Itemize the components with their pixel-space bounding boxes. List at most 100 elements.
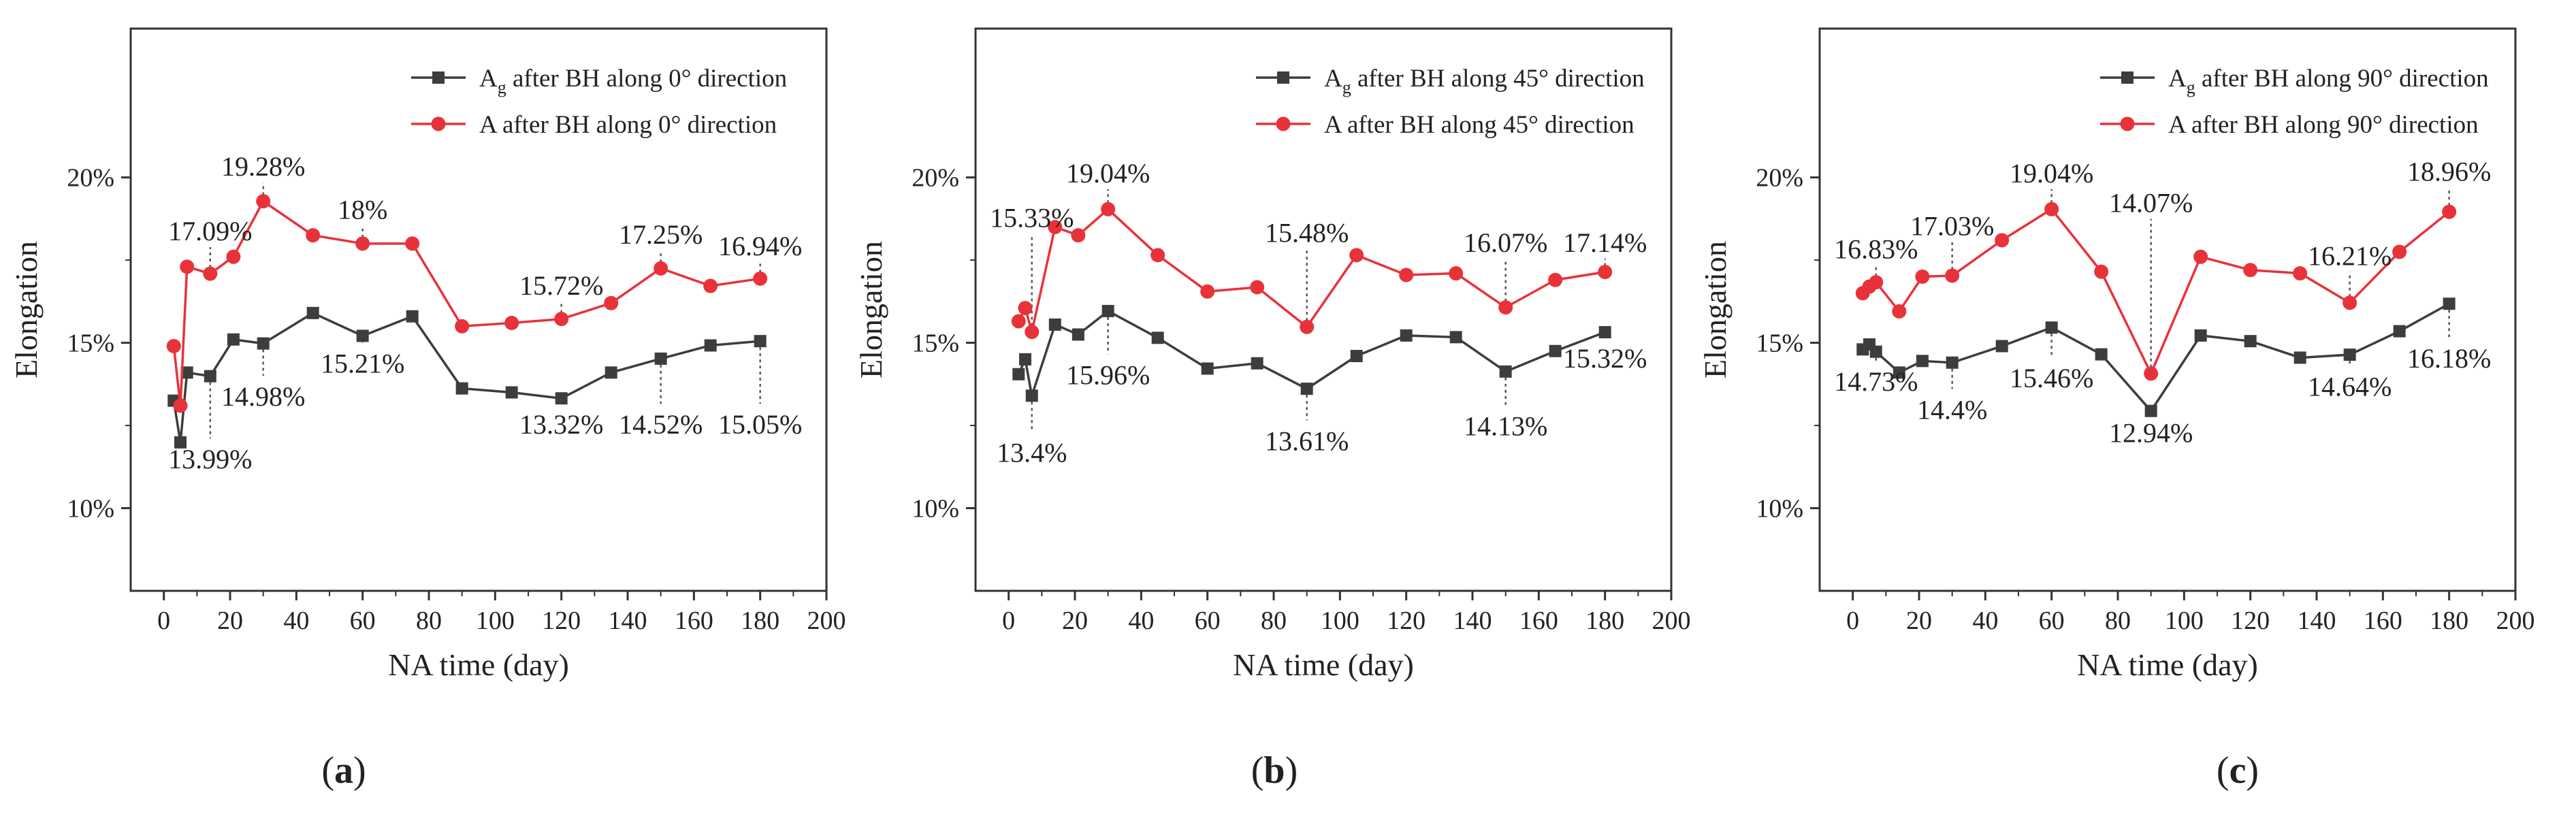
data-point-square	[1019, 353, 1031, 366]
x-tick-label: 20	[217, 606, 243, 635]
data-point-square	[2095, 348, 2108, 361]
data-point-circle	[1300, 319, 1315, 334]
data-point-circle	[455, 319, 470, 334]
panel-c: 0 20 40 60 80 100 120 140 160 180 200 10% 15% 20% NA t…	[1698, 27, 2535, 792]
legend-marker-circle	[431, 116, 446, 131]
data-annotation-label: 17.14%	[1563, 227, 1647, 258]
data-point-square	[2144, 404, 2157, 417]
x-tick-label: 180	[2430, 606, 2468, 635]
data-annotation-label: 17.09%	[168, 216, 252, 246]
data-annotation-label: 16.21%	[2308, 240, 2392, 271]
data-annotation-label: 13.4%	[997, 438, 1067, 468]
legend-entry-label: Ag after BH along 0° direction	[479, 65, 787, 97]
x-tick-label: 60	[1195, 606, 1221, 635]
x-tick-label: 140	[2298, 606, 2336, 635]
data-point-circle	[2193, 249, 2208, 264]
data-annotation-label: 14.98%	[221, 381, 305, 412]
data-point-circle	[1449, 266, 1464, 281]
data-annotation-label: 15.21%	[321, 348, 404, 378]
legend-entry-label: A after BH along 0° direction	[479, 111, 777, 139]
data-point-square	[2293, 351, 2306, 364]
data-point-circle	[1995, 233, 2010, 248]
plot-frame	[974, 27, 1673, 592]
data-point-circle	[2243, 263, 2258, 278]
plot-frame	[1818, 27, 2517, 592]
data-point-square	[1598, 326, 1611, 339]
data-point-square	[2194, 329, 2207, 342]
x-tick-label: 100	[2165, 606, 2204, 635]
data-point-circle	[2392, 244, 2407, 259]
legend-entry-label: Ag after BH along 90° direction	[2168, 65, 2489, 97]
x-tick-label: 180	[1585, 606, 1624, 635]
data-point-square	[1072, 328, 1084, 341]
data-point-square	[174, 436, 187, 449]
x-tick-label: 40	[283, 606, 309, 635]
data-point-square	[505, 386, 518, 399]
x-tick-label: 160	[2364, 606, 2402, 635]
y-tick-label: 20%	[912, 164, 959, 193]
y-axis-title: Elongation	[9, 241, 44, 378]
y-tick-label: 15%	[1756, 329, 1803, 358]
x-tick-label: 120	[2231, 606, 2270, 635]
data-point-square	[1025, 389, 1038, 402]
data-point-square	[257, 337, 270, 350]
data-point-square	[1916, 355, 1929, 368]
legend-marker-square	[1277, 71, 1289, 84]
data-annotation-label: 14.64%	[2308, 371, 2392, 402]
data-point-square	[455, 382, 468, 395]
data-point-circle	[203, 266, 218, 281]
x-axis-title: NA time (day)	[2077, 647, 2258, 682]
data-point-square	[204, 370, 216, 383]
series-line-1	[1862, 302, 2450, 413]
x-tick-label: 60	[2039, 606, 2065, 635]
data-annotation-label: 15.46%	[2010, 363, 2093, 393]
data-point-circle	[1915, 269, 1930, 284]
data-point-square	[2244, 335, 2257, 348]
legend-entry-label: A after BH along 90° direction	[2168, 111, 2479, 139]
data-point-circle	[504, 315, 519, 330]
data-annotation-label: 19.28%	[221, 151, 305, 182]
data-point-circle	[166, 338, 181, 353]
x-tick-label: 140	[609, 606, 647, 635]
data-point-square	[555, 392, 568, 405]
y-tick-label: 15%	[67, 329, 114, 358]
y-tick-label: 10%	[912, 495, 959, 523]
series-line-2	[1862, 208, 2450, 375]
data-annotation-label: 15.05%	[718, 409, 802, 440]
data-point-circle	[703, 278, 718, 293]
data-point-circle	[1892, 304, 1907, 319]
x-tick-label: 0	[157, 606, 170, 635]
data-point-circle	[405, 236, 420, 251]
panel-label: (a)	[321, 749, 366, 792]
data-annotation-label: 17.25%	[619, 219, 703, 250]
data-annotation-label: 15.48%	[1265, 217, 1349, 248]
data-point-square	[1350, 350, 1363, 363]
data-annotation-label: 16.94%	[718, 231, 802, 261]
x-tick-label: 80	[2105, 606, 2131, 635]
data-point-circle	[604, 295, 619, 310]
x-tick-label: 100	[476, 606, 515, 635]
data-annotation-label: 16.07%	[1464, 227, 1547, 258]
data-point-circle	[1048, 220, 1063, 235]
data-point-circle	[1025, 325, 1040, 340]
legend-entry-label: A after BH along 45° direction	[1324, 111, 1635, 139]
data-annotation-label: 17.03%	[1910, 211, 1994, 242]
legend-entry-label: Ag after BH along 45° direction	[1324, 65, 1645, 97]
x-tick-label: 200	[807, 606, 846, 635]
data-annotation-label: 13.99%	[168, 444, 252, 474]
data-point-square	[1048, 318, 1061, 331]
data-point-circle	[2293, 266, 2308, 281]
data-point-square	[1499, 365, 1512, 378]
data-point-circle	[2442, 204, 2457, 219]
panel-b: 0 20 40 60 80 100 120 140 160 180 200 10% 15% 20% NA t…	[854, 27, 1691, 792]
data-point-square	[2443, 297, 2456, 310]
data-point-circle	[1869, 275, 1884, 290]
x-tick-label: 20	[1906, 606, 1932, 635]
x-tick-label: 40	[1128, 606, 1154, 635]
data-point-circle	[1250, 280, 1265, 295]
data-point-square	[1549, 344, 1562, 357]
x-tick-label: 160	[1519, 606, 1558, 635]
x-tick-label: 0	[1002, 606, 1015, 635]
legend-marker-square	[2121, 71, 2134, 84]
